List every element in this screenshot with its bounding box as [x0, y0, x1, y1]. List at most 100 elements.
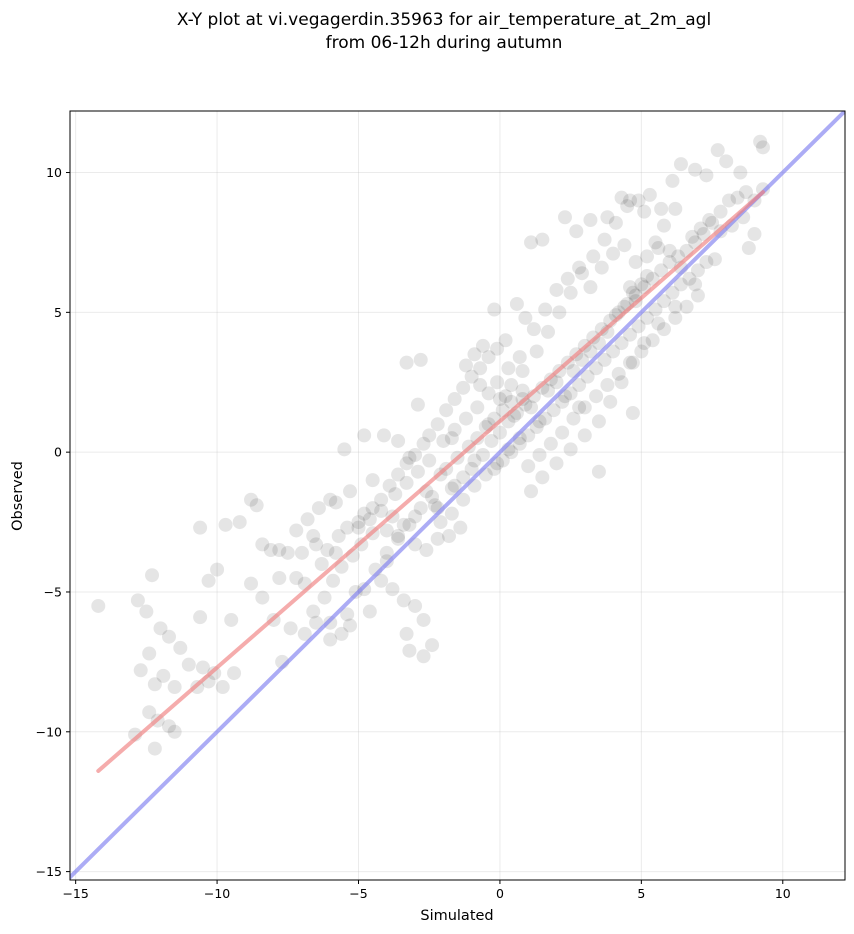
scatter-point	[193, 610, 208, 625]
x-axis-label: Simulated	[420, 908, 493, 924]
scatter-point	[543, 436, 558, 451]
scatter-point	[586, 249, 601, 264]
scatter-point	[625, 406, 640, 421]
scatter-point	[272, 543, 287, 558]
scatter-point	[671, 249, 686, 264]
scatter-point	[430, 417, 445, 432]
scatter-point	[637, 204, 652, 219]
scatter-point	[351, 515, 366, 530]
scatter-point	[475, 447, 490, 462]
scatter-point	[365, 501, 380, 516]
scatter-point	[529, 344, 544, 359]
scatter-point	[541, 324, 556, 339]
scatter-point	[617, 238, 632, 253]
scatter-point	[410, 464, 425, 479]
scatter-point	[91, 598, 106, 613]
scatter-point	[470, 400, 485, 415]
scatter-point	[566, 411, 581, 426]
scatter-point	[447, 392, 462, 407]
scatter-point	[410, 397, 425, 412]
scatter-point	[416, 436, 431, 451]
scatter-point	[504, 394, 519, 409]
scatter-point	[589, 361, 604, 376]
scatter-point	[702, 213, 717, 228]
scatter-point	[606, 344, 621, 359]
scatter-point	[402, 643, 417, 658]
scatter-point	[682, 271, 697, 286]
y-tick-label: −10	[36, 724, 62, 739]
scatter-point	[524, 400, 539, 415]
scatter-point	[563, 386, 578, 401]
scatter-point	[340, 520, 355, 535]
scatter-point	[580, 369, 595, 384]
scatter-point	[399, 355, 414, 370]
scatter-point	[509, 296, 524, 311]
scatter-point	[577, 400, 592, 415]
scatter-point	[492, 392, 507, 407]
scatter-point	[453, 520, 468, 535]
scatter-point	[614, 190, 629, 205]
scatter-point	[399, 626, 414, 641]
scatter-point	[719, 154, 734, 169]
scatter-point	[413, 352, 428, 367]
scatter-point	[747, 227, 762, 242]
scatter-point	[713, 204, 728, 219]
scatter-point	[597, 352, 612, 367]
scatter-point	[490, 341, 505, 356]
scatter-point	[673, 277, 688, 292]
scatter-point	[244, 492, 259, 507]
scatter-point	[351, 520, 366, 535]
scatter-point	[597, 232, 612, 247]
scatter-point	[399, 456, 414, 471]
scatter-point	[272, 570, 287, 585]
scatter-point	[473, 361, 488, 376]
scatter-point	[334, 626, 349, 641]
scatter-point	[283, 621, 298, 636]
scatter-point	[145, 568, 160, 583]
scatter-point	[526, 322, 541, 337]
scatter-point	[416, 612, 431, 627]
identity-line	[70, 111, 845, 880]
x-tick-label: 5	[637, 886, 645, 901]
scatter-point	[606, 246, 621, 261]
scatter-point	[193, 520, 208, 535]
scatter-point	[232, 515, 247, 530]
scatter-point	[665, 285, 680, 300]
scatter-point	[337, 442, 352, 457]
scatter-point	[402, 450, 417, 465]
scatter-point	[625, 355, 640, 370]
scatter-point	[391, 433, 406, 448]
y-tick-label: 10	[46, 165, 62, 180]
scatter-point	[654, 201, 669, 216]
scatter-point	[524, 484, 539, 499]
scatter-point	[549, 375, 564, 390]
scatter-point	[521, 428, 536, 443]
scatter-point	[142, 705, 157, 720]
scatter-point	[665, 173, 680, 188]
scatter-point	[326, 573, 341, 588]
scatter-point	[153, 621, 168, 636]
y-axis-label: Observed	[10, 461, 26, 531]
y-tick-label: 0	[54, 445, 62, 460]
scatter-point	[309, 615, 324, 630]
scatter-point	[637, 336, 652, 351]
scatter-point	[591, 464, 606, 479]
scatter-point	[481, 386, 496, 401]
scatter-point	[306, 529, 321, 544]
scatter-point	[399, 475, 414, 490]
scatter-point	[433, 515, 448, 530]
scatter-point	[343, 484, 358, 499]
scatter-point	[651, 241, 666, 256]
chart-title-line-1: X-Y plot at vi.vegagerdin.35963 for air_…	[177, 10, 711, 30]
scatter-point	[391, 529, 406, 544]
scatter-point	[396, 593, 411, 608]
scatter-point	[648, 235, 663, 250]
scatter-point	[538, 411, 553, 426]
scatter-point	[563, 442, 578, 457]
scatter-point	[294, 545, 309, 560]
scatter-point	[323, 632, 338, 647]
scatter-point	[512, 436, 527, 451]
scatter-point	[521, 459, 536, 474]
scatter-point	[181, 657, 196, 672]
scatter-point	[733, 165, 748, 180]
